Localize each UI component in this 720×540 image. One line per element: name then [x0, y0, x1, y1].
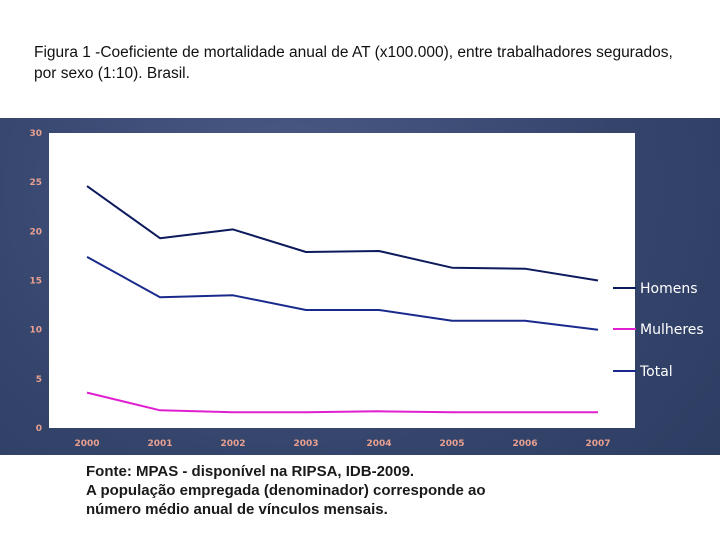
legend-label: Mulheres [640, 322, 704, 338]
line-chart: 0 5 10 15 20 25 30 2000 2001 2002 2003 2004 2005 200… [29, 129, 704, 449]
series-line-homens [86, 185, 599, 282]
legend-label: Total [639, 364, 673, 380]
x-tick-label: 2001 [147, 439, 172, 449]
x-tick-label: 2000 [74, 439, 99, 449]
y-tick-label: 5 [36, 375, 42, 385]
source-note: Fonte: MPAS - disponível na RIPSA, IDB-2… [86, 462, 646, 519]
y-tick-label: 20 [29, 227, 42, 237]
figure-title: Figura 1 -Coeficiente de mortalidade anu… [34, 44, 673, 82]
y-tick-label: 25 [29, 178, 42, 188]
x-tick-label: 2003 [293, 439, 318, 449]
legend-item-mulheres: Mulheres [613, 322, 704, 338]
legend-item-total: Total [613, 364, 673, 380]
y-tick-label: 10 [29, 326, 42, 336]
source-line: A população empregada (denominador) corr… [86, 482, 486, 499]
source-line: Fonte: MPAS - disponível na RIPSA, IDB-2… [86, 463, 415, 480]
x-tick-label: 2004 [366, 439, 391, 449]
x-tick-label: 2007 [585, 439, 610, 449]
legend-item-homens: Homens [613, 281, 698, 297]
y-tick-label: 30 [29, 129, 42, 139]
plot-area [49, 133, 635, 428]
y-tick-label: 0 [36, 424, 42, 434]
x-tick-label: 2005 [439, 439, 464, 449]
legend-label: Homens [640, 281, 698, 297]
y-tick-label: 15 [29, 277, 42, 287]
x-tick-label: 2002 [220, 439, 245, 449]
source-band [0, 455, 720, 540]
series-line-mulheres [86, 391, 598, 414]
x-tick-label: 2006 [512, 439, 537, 449]
source-line: número médio anual de vínculos mensais. [86, 501, 388, 518]
title-band [0, 0, 720, 118]
series-line-total [86, 256, 599, 331]
